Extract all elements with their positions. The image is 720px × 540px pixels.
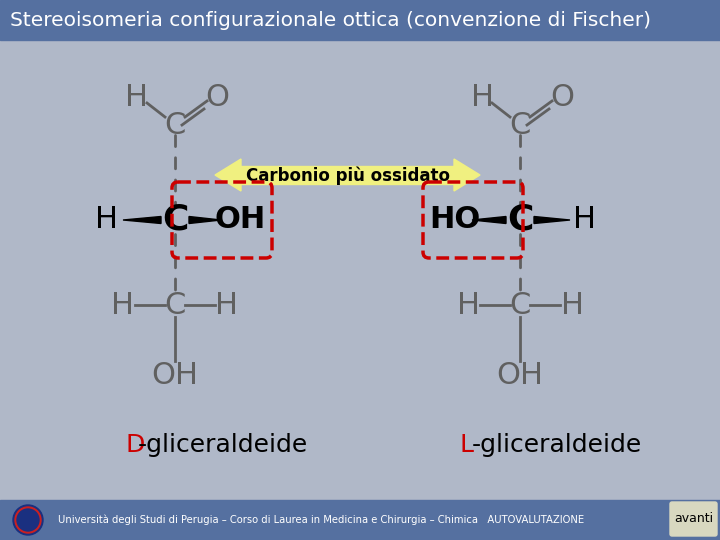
Circle shape xyxy=(13,505,43,535)
Bar xyxy=(237,166,458,184)
Text: Carbonio più ossidato: Carbonio più ossidato xyxy=(246,167,449,185)
Text: C: C xyxy=(509,111,531,139)
Text: OH: OH xyxy=(215,206,266,234)
Text: H: H xyxy=(470,83,493,111)
Text: H: H xyxy=(215,291,238,320)
Polygon shape xyxy=(123,217,161,224)
Text: H: H xyxy=(125,83,148,111)
Text: C: C xyxy=(164,291,186,320)
Text: Stereoisomeria configurazionale ottica (convenzione di Fischer): Stereoisomeria configurazionale ottica (… xyxy=(10,10,651,30)
Text: L: L xyxy=(460,433,474,457)
Text: H: H xyxy=(574,206,596,234)
Polygon shape xyxy=(215,159,241,191)
Text: H: H xyxy=(560,291,583,320)
Bar xyxy=(0,500,720,540)
Text: Università degli Studi di Perugia – Corso di Laurea in Medicina e Chirurgia – Ch: Università degli Studi di Perugia – Cors… xyxy=(58,515,584,525)
FancyBboxPatch shape xyxy=(670,502,717,536)
Text: C: C xyxy=(164,111,186,139)
Text: O: O xyxy=(550,83,574,111)
Text: -gliceraldeide: -gliceraldeide xyxy=(472,433,642,457)
Text: C: C xyxy=(507,203,534,237)
Circle shape xyxy=(17,509,39,531)
Polygon shape xyxy=(189,217,221,224)
Text: OH: OH xyxy=(497,361,544,389)
Text: -gliceraldeide: -gliceraldeide xyxy=(138,433,308,457)
Polygon shape xyxy=(534,217,570,224)
Circle shape xyxy=(15,507,41,533)
Polygon shape xyxy=(454,159,480,191)
Bar xyxy=(0,0,720,40)
Text: HO: HO xyxy=(429,206,481,234)
Text: O: O xyxy=(205,83,229,111)
Text: H: H xyxy=(456,291,480,320)
Text: C: C xyxy=(162,203,188,237)
Text: H: H xyxy=(112,291,135,320)
Text: avanti: avanti xyxy=(674,512,713,525)
Text: OH: OH xyxy=(151,361,199,389)
Text: D: D xyxy=(125,433,145,457)
Polygon shape xyxy=(472,217,506,224)
Text: H: H xyxy=(96,206,119,234)
Text: C: C xyxy=(509,291,531,320)
